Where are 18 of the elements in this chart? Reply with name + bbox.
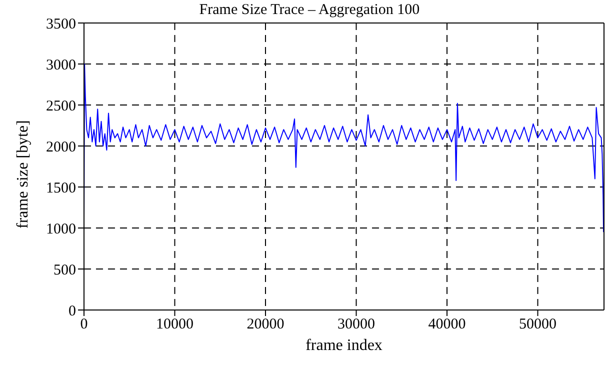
x-tick-label: 40000 <box>428 316 466 333</box>
x-tick-label: 50000 <box>519 316 556 333</box>
y-tick-label: 2000 <box>46 139 76 156</box>
chart-title: Frame Size Trace – Aggregation 100 <box>199 2 420 18</box>
y-tick-label: 2500 <box>46 98 76 114</box>
y-tick-label: 0 <box>68 303 76 320</box>
y-tick-label: 500 <box>54 262 76 278</box>
y-tick-label: 3500 <box>46 16 76 32</box>
x-tick-label: 20000 <box>246 316 284 333</box>
line-series <box>84 64 604 233</box>
x-tick-label: 0 <box>80 316 88 333</box>
y-tick-label: 1000 <box>46 221 76 238</box>
x-axis-title: frame index <box>306 337 382 354</box>
x-tick-label: 30000 <box>338 316 375 333</box>
y-tick-label: 3000 <box>46 57 76 74</box>
y-axis-title: frame size [byte] <box>14 120 32 228</box>
x-tick-label: 10000 <box>156 316 194 333</box>
y-tick-label: 1500 <box>46 180 76 196</box>
